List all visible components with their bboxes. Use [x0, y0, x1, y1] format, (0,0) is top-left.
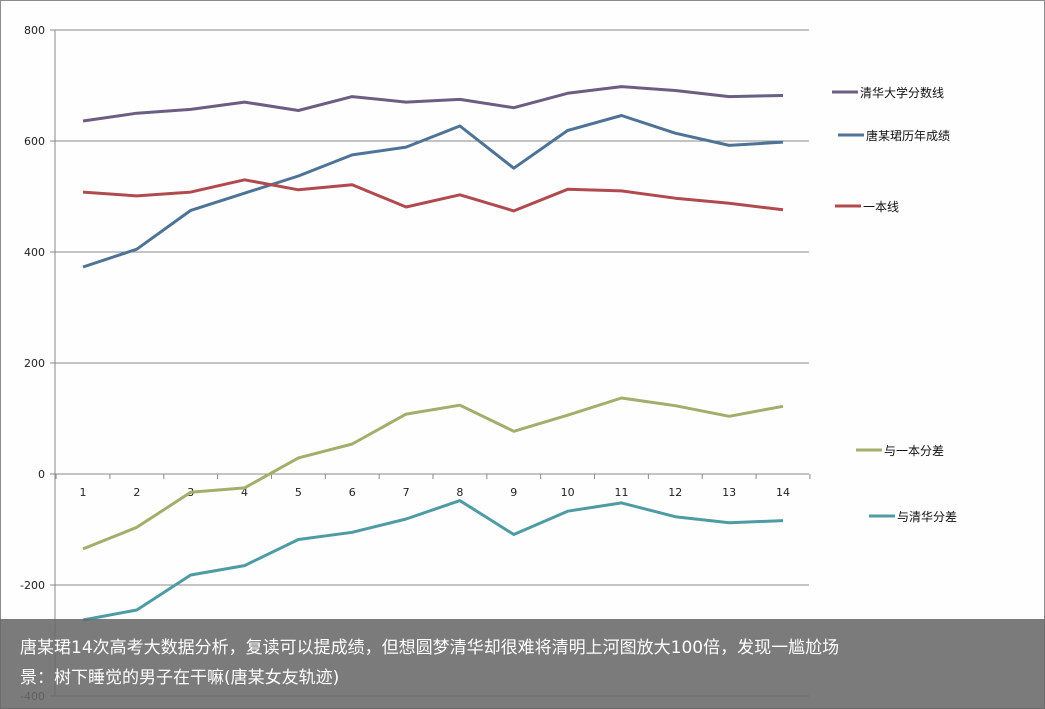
legend-label: 一本线 [863, 200, 899, 214]
caption-line-2: 景：树下睡觉的男子在干嘛(唐某女友轨迹) [20, 668, 340, 688]
y-tick-label: 400 [24, 246, 45, 259]
x-tick-label: 5 [295, 486, 302, 499]
series-line [82, 178, 784, 213]
axes [50, 29, 811, 697]
gridlines [55, 29, 809, 697]
x-tick-label: 7 [403, 486, 410, 499]
x-tick-label: 9 [510, 486, 517, 499]
x-tick-label: 14 [776, 486, 790, 499]
x-tick-label: 13 [722, 486, 736, 499]
series-line [82, 85, 784, 123]
image-caption: 唐某珺14次高考大数据分析，复读可以提成绩，但想圆梦清华却很难将清明上河图放大1… [0, 619, 1045, 709]
x-tick-label: 6 [349, 486, 356, 499]
legend-label: 清华大学分数线 [860, 85, 944, 100]
data-series [82, 85, 784, 622]
x-tick-label: 10 [561, 486, 575, 499]
y-tick-label: 200 [24, 357, 45, 370]
legend-label: 唐某珺历年成绩 [866, 128, 950, 143]
series-line [82, 499, 784, 622]
y-tick-label: 600 [24, 135, 45, 148]
x-tick-label: 4 [241, 486, 248, 499]
x-tick-label: 2 [133, 486, 140, 499]
legend-label: 与一本分差 [884, 444, 944, 458]
caption-line-1: 唐某珺14次高考大数据分析，复读可以提成绩，但想圆梦清华却很难将清明上河图放大1… [20, 638, 840, 658]
legend-label: 与清华分差 [897, 510, 957, 524]
x-tick-label: 11 [614, 486, 628, 499]
x-tick-label: 12 [668, 486, 682, 499]
y-tick-label: 800 [24, 24, 45, 37]
x-axis-labels: 1 2 3 4 5 6 7 8 9 10 11 12 13 14 [80, 486, 791, 499]
x-tick-label: 8 [456, 486, 463, 499]
series-line [82, 396, 784, 551]
x-tick-label: 1 [80, 486, 87, 499]
series-line [82, 114, 784, 269]
y-tick-label: -200 [20, 579, 45, 592]
y-tick-label: 0 [38, 468, 45, 481]
